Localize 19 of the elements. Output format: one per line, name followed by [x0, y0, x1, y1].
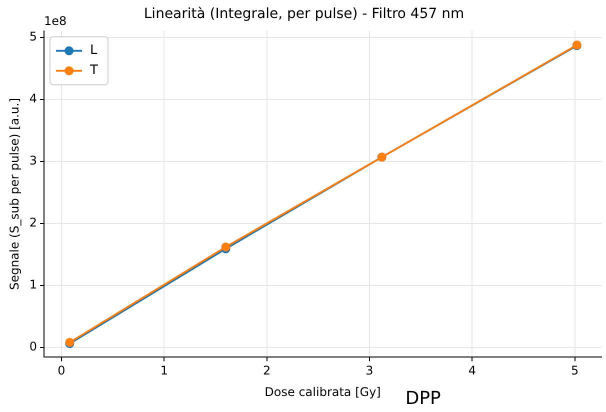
y-axis-title: Segnale (S_sub per pulse) [a.u.]	[7, 98, 22, 290]
x-tick-label: 0	[58, 364, 66, 378]
y-tick-label: 4	[29, 92, 38, 106]
text: 1e8	[44, 14, 67, 28]
text: DPP	[405, 388, 442, 409]
chart-title: Linearità (Integrale, per pulse) - Filtro 457 nm	[144, 6, 464, 22]
y-tick-label: 3	[29, 154, 38, 168]
y-tick-label: 0	[29, 339, 38, 354]
x-tick-label: 3	[366, 364, 374, 378]
x-tick-label: 1	[160, 364, 168, 378]
x-tick-label: 4	[468, 364, 476, 378]
y-tick-label: 5	[29, 30, 38, 44]
legend-label: L	[90, 43, 98, 58]
x-tick-label: 5	[570, 364, 579, 378]
y-tick-label: 1	[29, 277, 38, 292]
x-tick-label: 2	[262, 364, 271, 378]
y-tick-label: 2	[29, 216, 38, 230]
x-axis-title: Dose calibrata [Gy]	[264, 384, 381, 399]
legend-label: T	[89, 63, 98, 78]
